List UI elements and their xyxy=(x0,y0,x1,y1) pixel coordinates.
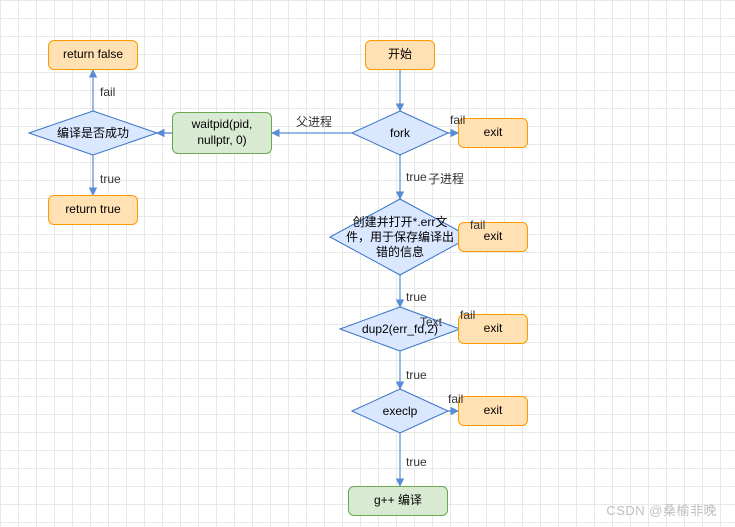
node-exit2: exit xyxy=(458,222,528,252)
edge-label: fail xyxy=(460,308,475,322)
edge-label: fail xyxy=(448,392,463,406)
edge-label: fail xyxy=(450,113,465,127)
node-exit1: exit xyxy=(458,118,528,148)
edge-label: true xyxy=(406,368,427,382)
node-compile_ok xyxy=(29,111,157,155)
edge-label: true xyxy=(406,170,427,184)
edge-label: fail xyxy=(470,218,485,232)
node-return_false: return false xyxy=(48,40,138,70)
node-open_err xyxy=(330,199,470,275)
edge-label: true xyxy=(406,455,427,469)
extra-dup2: Text xyxy=(420,315,442,329)
node-return_true: return true xyxy=(48,195,138,225)
edge-label: 子进程 xyxy=(428,170,464,187)
node-dup2 xyxy=(340,307,460,351)
node-execlp xyxy=(352,389,448,433)
node-waitpid: waitpid(pid, nullptr, 0) xyxy=(172,112,272,154)
edge-label: true xyxy=(406,290,427,304)
node-fork xyxy=(352,111,448,155)
edge-label: 父进程 xyxy=(296,113,332,130)
node-gpp: g++ 编译 xyxy=(348,486,448,516)
edge-label: fail xyxy=(100,85,115,99)
node-start: 开始 xyxy=(365,40,435,70)
edge-label: true xyxy=(100,172,121,186)
node-exit4: exit xyxy=(458,396,528,426)
flowchart-svg xyxy=(0,0,735,527)
watermark: CSDN @桑榆非晚 xyxy=(606,500,717,519)
